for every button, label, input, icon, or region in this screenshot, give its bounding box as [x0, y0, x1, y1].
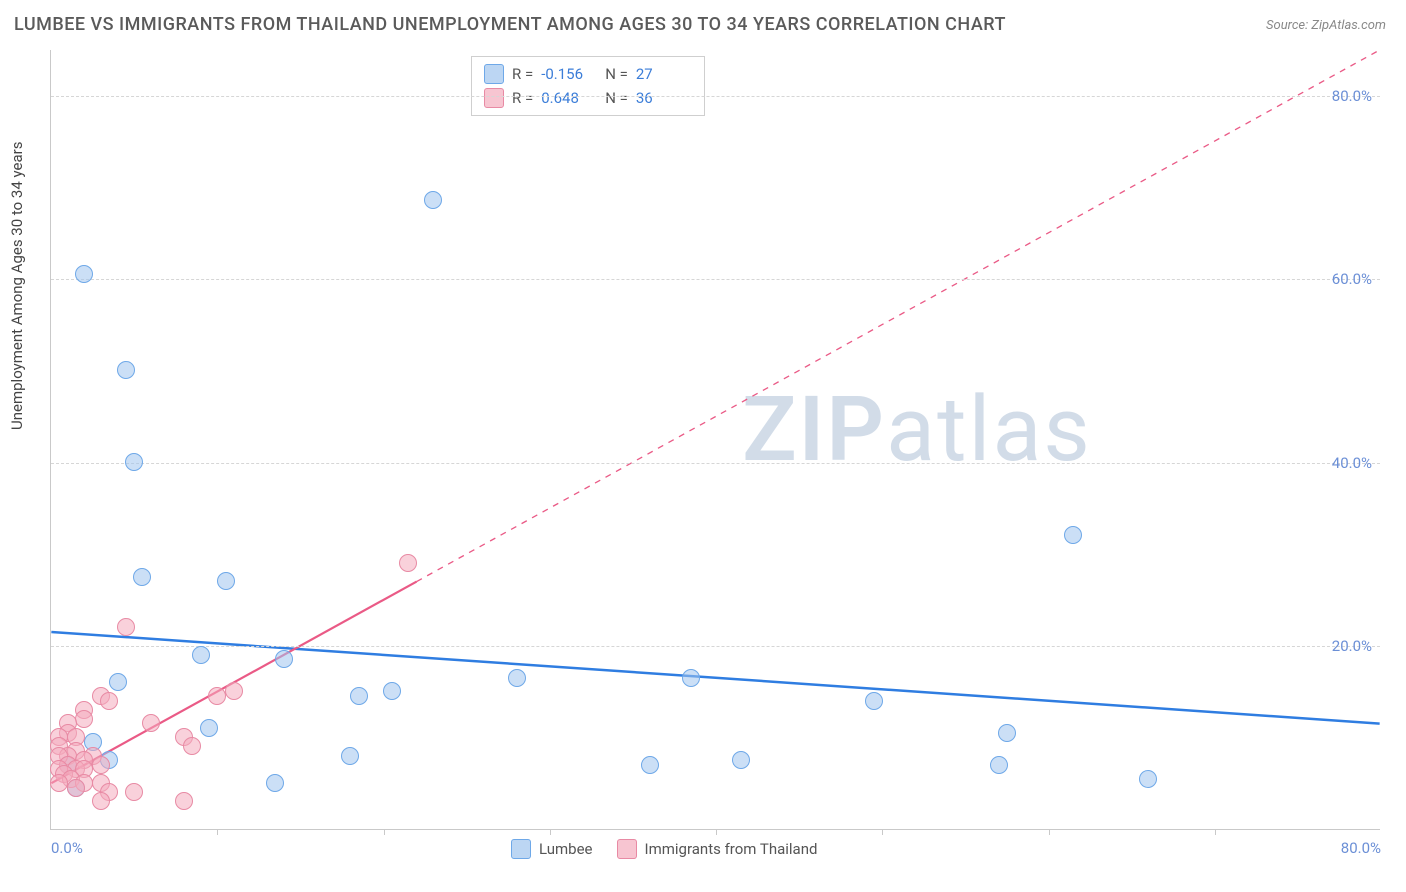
x-tick — [1049, 829, 1050, 835]
data-point — [350, 687, 368, 705]
swatch-blue-icon — [511, 839, 531, 859]
r-value-thailand: 0.648 — [541, 89, 597, 107]
source-label: Source: ZipAtlas.com — [1266, 18, 1386, 33]
x-tick — [384, 829, 385, 835]
data-point — [341, 747, 359, 765]
data-point — [1139, 770, 1157, 788]
r-label: R = — [512, 89, 533, 107]
series-legend: Lumbee Immigrants from Thailand — [511, 839, 817, 859]
data-point — [67, 779, 85, 797]
x-tick — [716, 829, 717, 835]
n-value-thailand: 36 — [636, 89, 692, 107]
gridline — [51, 96, 1380, 97]
data-point — [117, 361, 135, 379]
data-point — [865, 692, 883, 710]
gridline — [51, 646, 1380, 647]
data-point — [208, 687, 226, 705]
data-point — [641, 756, 659, 774]
data-point — [682, 669, 700, 687]
data-point — [275, 650, 293, 668]
y-axis-label: Unemployment Among Ages 30 to 34 years — [8, 142, 26, 430]
data-point — [266, 774, 284, 792]
data-point — [50, 774, 68, 792]
legend-label-thailand: Immigrants from Thailand — [645, 840, 818, 858]
gridline — [51, 463, 1380, 464]
x-tick-label-min: 0.0% — [51, 839, 83, 857]
data-point — [998, 724, 1016, 742]
data-point — [225, 682, 243, 700]
data-point — [399, 554, 417, 572]
stats-row-thailand: R = 0.648 N = 36 — [484, 86, 692, 110]
r-label: R = — [512, 65, 533, 83]
data-point — [92, 756, 110, 774]
gridline — [51, 279, 1380, 280]
watermark-zip: ZIP — [742, 377, 886, 482]
data-point — [424, 191, 442, 209]
y-tick-label: 40.0% — [1332, 454, 1372, 472]
n-value-lumbee: 27 — [636, 65, 692, 83]
legend-item-thailand: Immigrants from Thailand — [617, 839, 818, 859]
n-label: N = — [605, 89, 628, 107]
x-tick — [550, 829, 551, 835]
y-tick-label: 20.0% — [1332, 637, 1372, 655]
watermark: ZIPatlas — [742, 377, 1092, 482]
data-point — [990, 756, 1008, 774]
data-point — [508, 669, 526, 687]
data-point — [75, 710, 93, 728]
watermark-atlas: atlas — [886, 377, 1092, 482]
legend-label-lumbee: Lumbee — [539, 840, 593, 858]
swatch-pink-icon — [617, 839, 637, 859]
x-tick — [217, 829, 218, 835]
n-label: N = — [605, 65, 628, 83]
data-point — [125, 783, 143, 801]
data-point — [175, 792, 193, 810]
swatch-blue-icon — [484, 64, 504, 84]
data-point — [75, 265, 93, 283]
x-tick — [1215, 829, 1216, 835]
swatch-pink-icon — [484, 88, 504, 108]
r-value-lumbee: -0.156 — [541, 65, 597, 83]
data-point — [133, 568, 151, 586]
data-point — [383, 682, 401, 700]
data-point — [142, 714, 160, 732]
data-point — [1064, 526, 1082, 544]
data-point — [192, 646, 210, 664]
data-point — [125, 453, 143, 471]
data-point — [100, 692, 118, 710]
data-point — [183, 737, 201, 755]
data-point — [109, 673, 127, 691]
legend-item-lumbee: Lumbee — [511, 839, 593, 859]
stats-row-lumbee: R = -0.156 N = 27 — [484, 62, 692, 86]
x-tick — [882, 829, 883, 835]
trend-lines — [51, 50, 1380, 829]
x-tick-label-max: 80.0% — [1341, 839, 1381, 857]
data-point — [732, 751, 750, 769]
stats-legend: R = -0.156 N = 27 R = 0.648 N = 36 — [471, 56, 705, 116]
data-point — [92, 792, 110, 810]
trend-line-dashed — [417, 50, 1380, 582]
data-point — [217, 572, 235, 590]
y-tick-label: 80.0% — [1332, 87, 1372, 105]
data-point — [117, 618, 135, 636]
plot-area: ZIPatlas R = -0.156 N = 27 R = 0.648 N =… — [50, 50, 1380, 830]
data-point — [200, 719, 218, 737]
y-tick-label: 60.0% — [1332, 270, 1372, 288]
chart-title: LUMBEE VS IMMIGRANTS FROM THAILAND UNEMP… — [14, 14, 1006, 35]
